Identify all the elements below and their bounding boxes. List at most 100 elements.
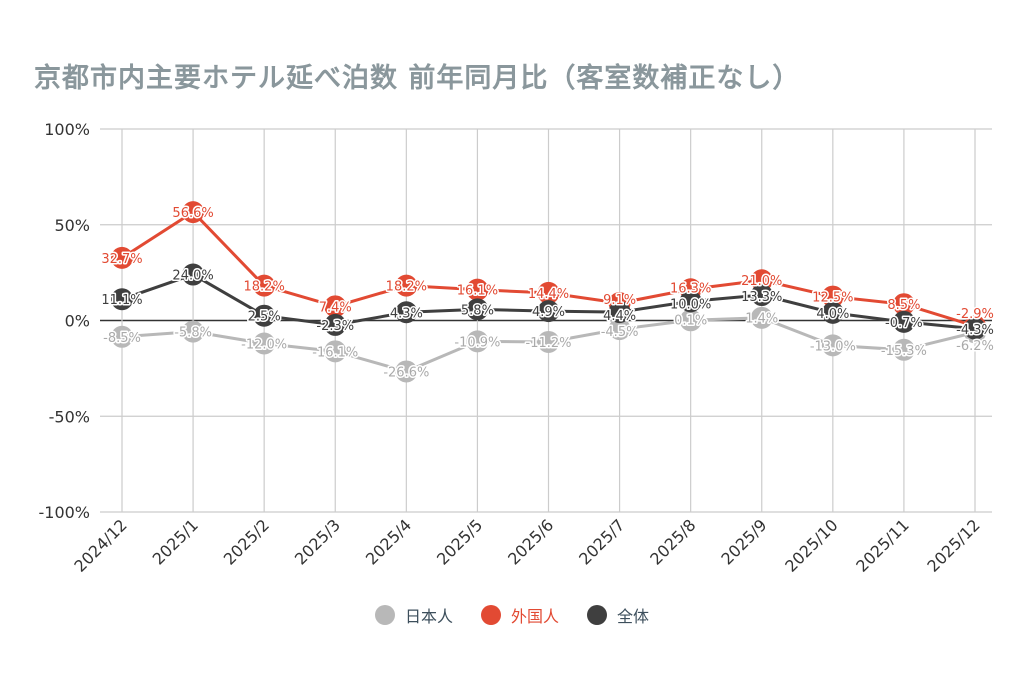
data-point (892, 310, 915, 333)
data-point (253, 304, 276, 327)
data-label: 21.0% (741, 274, 782, 289)
data-point (537, 281, 560, 304)
data-point (892, 338, 915, 361)
data-label: -4.3% (956, 323, 994, 338)
x-tick-label: 2025/10 (781, 515, 841, 575)
data-label: 10.0% (670, 298, 711, 313)
data-label: -10.9% (454, 335, 500, 350)
x-tick-label: 2024/12 (70, 515, 130, 575)
data-point (608, 301, 631, 324)
data-point (111, 325, 133, 348)
data-label: 56.6% (172, 206, 213, 221)
legend-marker-icon (587, 605, 607, 625)
data-label: 24.0% (172, 269, 213, 284)
data-point (395, 360, 418, 383)
legend-item[interactable]: 日本人 (374, 603, 453, 627)
x-tick-label: 2025/12 (923, 515, 983, 575)
data-point (821, 334, 844, 357)
data-label: 7.4% (319, 300, 352, 315)
data-point (111, 246, 133, 269)
legend-label: 全体 (617, 607, 650, 626)
data-point (182, 320, 205, 343)
data-point (111, 288, 133, 311)
legend: 日本人 外国人 全体 (0, 603, 1024, 627)
x-tick-label: 2025/5 (433, 515, 486, 568)
data-label: 4.4% (603, 309, 636, 324)
data-label: 14.4% (528, 287, 569, 302)
data-point (608, 318, 631, 341)
data-label: -2.3% (316, 319, 354, 334)
legend-item[interactable]: 外国人 (480, 603, 559, 627)
data-label: 32.7% (101, 252, 142, 267)
y-tick-label: 100% (44, 120, 90, 139)
data-label: 9.1% (603, 293, 636, 308)
data-point (324, 313, 347, 336)
y-tick-label: 0% (65, 312, 90, 331)
data-point (466, 298, 489, 321)
data-point (324, 340, 347, 363)
y-tick-label: 50% (54, 216, 90, 235)
data-label: 5.8% (461, 303, 494, 318)
data-point (395, 274, 418, 297)
data-point (182, 263, 205, 286)
data-point (964, 317, 986, 340)
data-label: 2.5% (248, 310, 281, 325)
data-label: 16.1% (457, 284, 498, 299)
data-label: -26.6% (383, 365, 429, 380)
data-point (750, 306, 773, 329)
data-label: 12.5% (812, 291, 853, 306)
data-label: 1.4% (745, 311, 778, 326)
data-label: -4.5% (601, 325, 639, 340)
data-label: -12.0% (241, 337, 287, 352)
data-point (679, 309, 702, 332)
x-tick-label: 2025/1 (149, 515, 202, 568)
x-tick-label: 2025/2 (220, 515, 273, 568)
data-label: 16.3% (670, 282, 711, 297)
data-label: 0.1% (674, 314, 707, 329)
chart-title: 京都市内主要ホテル延べ泊数 前年同月比（客室数補正なし） (34, 63, 801, 94)
data-label: -6.2% (956, 339, 994, 354)
legend-label: 外国人 (510, 607, 559, 626)
data-label: -2.9% (956, 307, 994, 322)
data-point (892, 293, 915, 316)
data-label: 4.9% (532, 305, 565, 320)
data-label: -8.5% (103, 331, 141, 346)
data-label: -0.7% (885, 316, 923, 331)
data-label: -5.8% (174, 326, 212, 341)
data-point (466, 330, 489, 353)
data-point (821, 285, 844, 308)
x-tick-label: 2025/9 (717, 515, 770, 568)
data-point (679, 290, 702, 313)
x-tick-label: 2025/7 (575, 515, 628, 568)
data-label: -15.3% (881, 344, 927, 359)
data-point (324, 295, 347, 318)
data-point (537, 330, 560, 353)
data-point (466, 278, 489, 301)
legend-item[interactable]: 全体 (587, 603, 649, 627)
data-label: 4.3% (390, 306, 423, 321)
data-point (750, 284, 773, 307)
legend-marker-icon (374, 605, 395, 625)
x-tick-label: 2025/11 (852, 515, 912, 575)
data-point (395, 301, 418, 324)
data-label: 13.3% (741, 290, 782, 305)
data-label: -16.1% (312, 345, 358, 360)
y-tick-label: -100% (38, 503, 90, 522)
legend-label: 日本人 (404, 607, 453, 626)
data-label: 4.0% (816, 307, 849, 322)
x-tick-label: 2025/8 (646, 515, 699, 568)
data-label: 11.1% (101, 293, 142, 308)
x-tick-label: 2025/4 (362, 515, 415, 568)
data-label: 8.5% (887, 298, 920, 313)
data-point (537, 300, 560, 323)
data-point (253, 274, 276, 297)
data-label: -11.2% (526, 336, 572, 351)
data-point (182, 201, 205, 224)
data-label: -13.0% (810, 339, 856, 354)
data-point (253, 332, 276, 355)
x-tick-label: 2025/3 (291, 515, 344, 568)
x-tick-label: 2025/6 (504, 515, 557, 568)
legend-marker-icon (480, 605, 501, 625)
data-point (821, 301, 844, 324)
